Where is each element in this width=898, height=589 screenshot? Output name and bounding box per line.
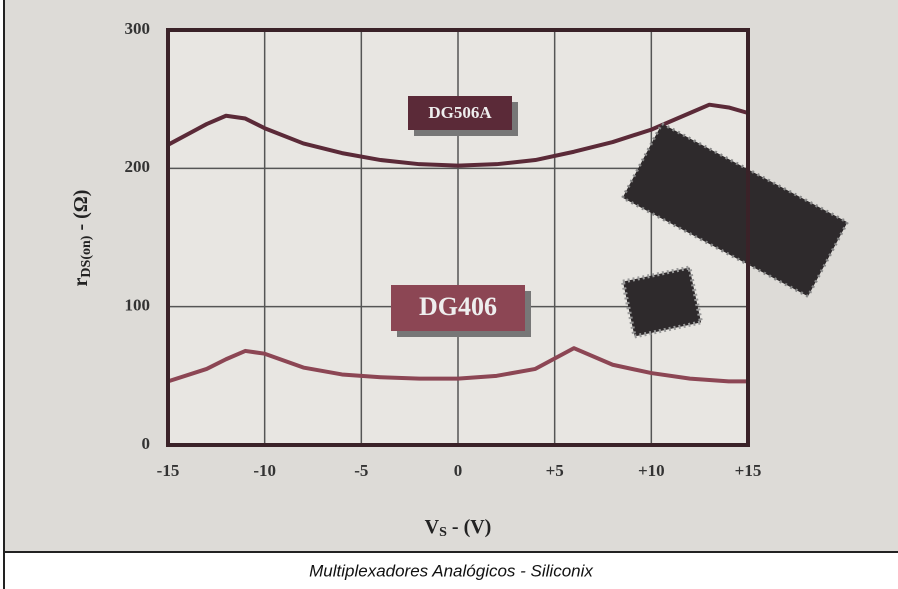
x-label-main: V [425,516,440,538]
chip-body [620,265,704,339]
chip-plcc [620,265,704,339]
x-label-sub: S [439,525,447,540]
y-axis-label: rDS(on) - (Ω) [70,190,95,287]
x-tick-label: -5 [354,461,368,480]
x-tick-label: -15 [157,461,180,480]
x-axis-label: VS - (V) [425,516,492,541]
x-label-rest: - (V) [447,516,491,538]
plot-frame [166,28,750,447]
caption: Multiplexadores Analógicos - Siliconix [309,561,593,580]
x-tick-label: +15 [735,461,762,480]
y-tick-label: 100 [125,296,151,315]
x-tick-label: +10 [638,461,665,480]
label-box [391,285,525,331]
y-tick-label: 200 [125,157,151,176]
chip-body [620,121,850,299]
y-label-rest: - (Ω) [70,190,92,236]
x-tick-label: +5 [546,461,564,480]
series-labels: DG506A DG406 [391,96,531,337]
y-tick-label: 300 [125,19,151,38]
series-line [167,102,749,168]
series-line [167,346,748,384]
series-label: DG406 [419,292,497,321]
y-label-sub: DS(on) [79,235,94,277]
x-tick-label: -10 [253,461,276,480]
x-tick-label: 0 [454,461,463,480]
chip-dip [620,121,850,299]
label-box [408,96,512,130]
y-tick-label: 0 [142,434,151,453]
y-label-main: r [70,277,92,286]
series-label: DG506A [428,103,492,122]
lines [167,102,749,384]
